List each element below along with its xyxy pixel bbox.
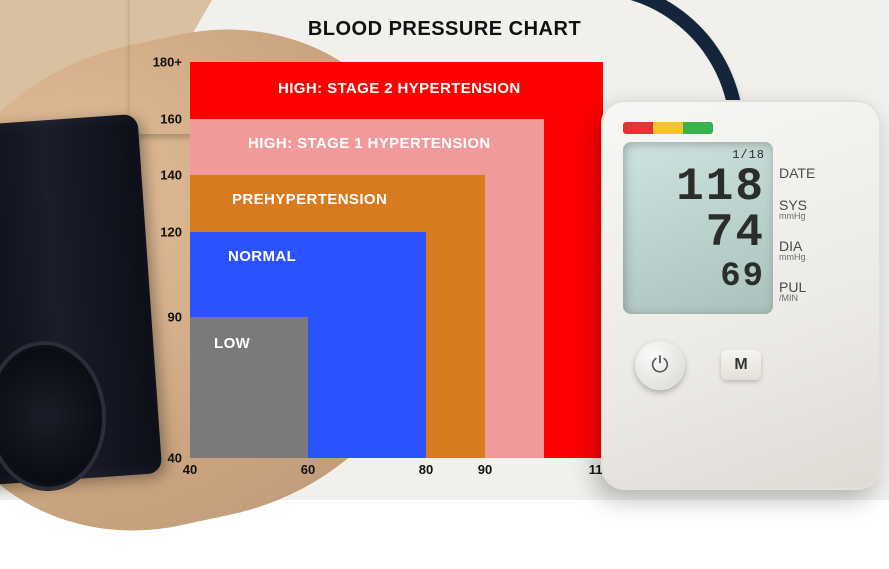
bp-monitor: 1/18 118 74 69 DATE SYSmmHg DIAmmHg PUL/… (601, 100, 881, 490)
zone-label-normal: NORMAL (228, 248, 296, 265)
legend-dia: DIAmmHg (779, 239, 815, 262)
xtick-90: 90 (478, 462, 492, 477)
xtick-80: 80 (419, 462, 433, 477)
memory-label: M (734, 356, 747, 374)
zone-label-stage1: HIGH: STAGE 1 HYPERTENSION (248, 135, 491, 152)
ytick-180: 180+ (153, 55, 182, 70)
memory-button[interactable]: M (721, 350, 761, 380)
lcd-screen: 1/18 118 74 69 (623, 142, 773, 314)
reading-sys: 118 (631, 164, 765, 210)
ytick-160: 160 (160, 111, 182, 126)
legend-pul: PUL/MIN (779, 280, 815, 303)
xtick-60: 60 (301, 462, 315, 477)
legend-sys: SYSmmHg (779, 198, 815, 221)
legend-date: DATE (779, 166, 815, 180)
ytick-120: 120 (160, 224, 182, 239)
ytick-140: 140 (160, 168, 182, 183)
chart-title: BLOOD PRESSURE CHART (0, 18, 889, 41)
power-button[interactable]: ⏻ (635, 340, 685, 390)
ytick-90: 90 (168, 309, 182, 324)
reading-pul: 69 (631, 260, 765, 294)
bp-cuff: RT (0, 114, 162, 486)
zone-label-stage2: HIGH: STAGE 2 HYPERTENSION (278, 80, 521, 97)
device-legend: DATE SYSmmHg DIAmmHg PUL/MIN (779, 148, 815, 321)
zone-label-low: LOW (214, 335, 250, 352)
power-icon: ⏻ (651, 352, 668, 378)
reading-date: 1/18 (631, 148, 765, 162)
xtick-40: 40 (183, 462, 197, 477)
reading-dia: 74 (631, 210, 765, 256)
chart: HIGH: STAGE 2 HYPERTENSION HIGH: STAGE 1 … (190, 62, 603, 458)
ytick-40: 40 (168, 451, 182, 466)
led-bar (623, 122, 713, 134)
zone-label-prehyp: PREHYPERTENSION (232, 191, 387, 208)
zone-low: LOW (190, 317, 308, 458)
